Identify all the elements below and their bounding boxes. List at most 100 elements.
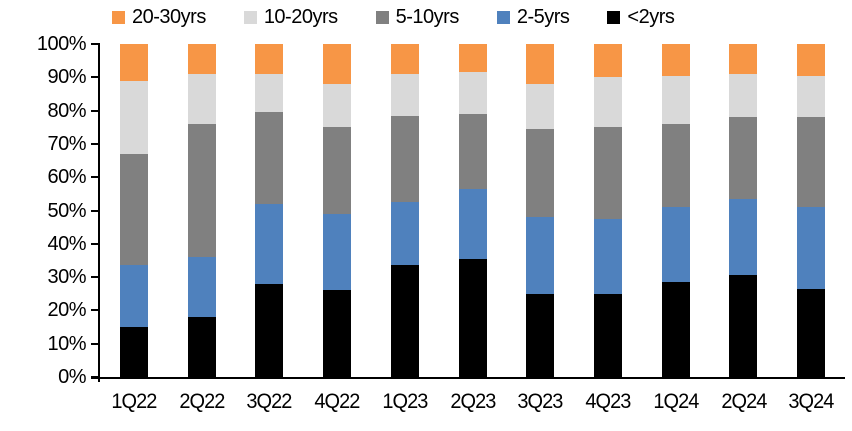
legend-label: 20-30yrs xyxy=(132,6,206,28)
y-tick-label: 0% xyxy=(58,366,86,388)
legend-label: 5-10yrs xyxy=(395,6,460,28)
legend-swatch-icon xyxy=(607,11,621,24)
bar-segment-20-30yrs xyxy=(390,44,419,74)
y-axis-tick xyxy=(91,109,100,112)
bar-slot xyxy=(506,44,574,377)
bar-segment-2-5yrs xyxy=(594,218,622,294)
bar-slot xyxy=(371,44,439,377)
bar-3Q23 xyxy=(526,44,555,377)
x-tick-label: 3Q22 xyxy=(246,390,293,413)
legend-label: <2yrs xyxy=(627,6,675,28)
legend-item: 10-20yrs xyxy=(243,6,338,29)
bar-segment-2-5yrs xyxy=(187,257,216,318)
bar-3Q24 xyxy=(797,44,826,377)
y-axis-tick xyxy=(91,76,100,79)
bar-segment-20-30yrs xyxy=(187,44,216,74)
bar-2Q22 xyxy=(187,44,216,377)
x-tick-label: 3Q23 xyxy=(517,390,564,413)
bar-segment-5-10yrs xyxy=(797,117,826,208)
y-tick-label: 10% xyxy=(47,332,86,355)
x-tick-label: 1Q24 xyxy=(653,390,699,413)
bar-segment-20-30yrs xyxy=(255,44,284,75)
x-tick-label: 4Q23 xyxy=(585,390,631,413)
x-tick-label: 2Q22 xyxy=(179,390,225,413)
bar-segment-5-10yrs xyxy=(526,128,555,218)
y-tick-label: 20% xyxy=(47,299,86,322)
legend-swatch-icon xyxy=(375,11,389,24)
bar-segment-<2yrs xyxy=(187,317,216,377)
bar-segment-10-20yrs xyxy=(390,73,419,116)
bar-slot xyxy=(100,44,168,377)
bar-segment-20-30yrs xyxy=(119,44,148,81)
bar-segment-5-10yrs xyxy=(187,123,216,258)
y-axis-tick xyxy=(91,342,100,345)
bar-1Q24 xyxy=(661,44,690,377)
bar-segment-20-30yrs xyxy=(458,44,487,73)
bar-slot xyxy=(168,44,236,377)
bar-segment-<2yrs xyxy=(390,265,419,377)
bar-segment-20-30yrs xyxy=(594,44,622,78)
bar-slot xyxy=(574,44,642,377)
bar-slot xyxy=(439,44,507,377)
legend-item: <2yrs xyxy=(607,6,675,29)
bar-segment-10-20yrs xyxy=(323,83,352,128)
bars-container xyxy=(100,44,845,377)
plot-area xyxy=(91,43,845,382)
y-axis-tick xyxy=(91,142,100,145)
bar-segment-20-30yrs xyxy=(729,44,758,74)
bar-segment-2-5yrs xyxy=(119,265,148,328)
bar-segment-20-30yrs xyxy=(797,44,826,76)
x-tick-label: 2Q24 xyxy=(720,390,767,413)
legend-swatch-icon xyxy=(243,11,257,24)
y-axis-tick xyxy=(91,176,100,179)
bar-segment-20-30yrs xyxy=(661,44,690,76)
bar-segment-2-5yrs xyxy=(458,188,487,259)
legend-swatch-icon xyxy=(112,11,125,24)
y-tick-label: 30% xyxy=(47,266,86,289)
y-tick-label: 50% xyxy=(47,199,86,222)
bar-segment-5-10yrs xyxy=(458,113,487,189)
bar-slot xyxy=(777,44,845,377)
bar-slot xyxy=(235,44,303,377)
legend-item: 5-10yrs xyxy=(375,6,460,29)
y-tick-label: 90% xyxy=(47,66,86,89)
bar-segment-<2yrs xyxy=(797,288,826,377)
bar-segment-10-20yrs xyxy=(729,74,758,118)
bar-4Q22 xyxy=(323,44,352,377)
bar-segment-20-30yrs xyxy=(323,44,352,84)
y-tick-label: 70% xyxy=(47,132,86,155)
bar-segment-<2yrs xyxy=(729,275,758,377)
y-tick-label: 60% xyxy=(47,166,86,189)
bar-segment-10-20yrs xyxy=(661,75,690,124)
bar-segment-5-10yrs xyxy=(323,127,352,214)
bar-segment-<2yrs xyxy=(526,293,555,377)
y-axis-tick xyxy=(91,309,100,312)
y-axis-tick xyxy=(91,376,100,378)
bar-segment-2-5yrs xyxy=(661,207,690,283)
y-tick-label: 80% xyxy=(47,99,86,122)
bar-segment-<2yrs xyxy=(661,282,690,377)
x-axis-labels: 1Q22 2Q22 3Q22 4Q22 1Q23 2Q23 3Q23 4Q23 1Q24 2Q24… xyxy=(100,390,845,414)
bar-segment-5-10yrs xyxy=(594,127,622,219)
bar-segment-10-20yrs xyxy=(797,75,826,118)
bar-segment-10-20yrs xyxy=(187,74,216,124)
bar-slot xyxy=(303,44,371,377)
y-axis-tick xyxy=(91,43,100,45)
x-tick-label: 1Q22 xyxy=(111,390,157,413)
bar-2Q23 xyxy=(458,44,487,377)
bar-segment-10-20yrs xyxy=(594,77,622,128)
bar-segment-5-10yrs xyxy=(255,112,284,204)
bar-segment-20-30yrs xyxy=(526,44,555,84)
bar-segment-2-5yrs xyxy=(255,203,284,284)
y-tick-label: 100% xyxy=(36,33,87,55)
bar-segment-2-5yrs xyxy=(390,202,419,266)
bar-1Q23 xyxy=(390,44,419,377)
y-axis-tick xyxy=(91,276,100,279)
bar-segment-<2yrs xyxy=(255,283,284,377)
bar-segment-10-20yrs xyxy=(526,83,555,129)
x-tick-label: 4Q22 xyxy=(314,390,361,413)
bar-1Q22 xyxy=(119,44,148,377)
legend-item: 20-30yrs xyxy=(112,6,206,29)
y-axis-tick xyxy=(91,209,100,212)
